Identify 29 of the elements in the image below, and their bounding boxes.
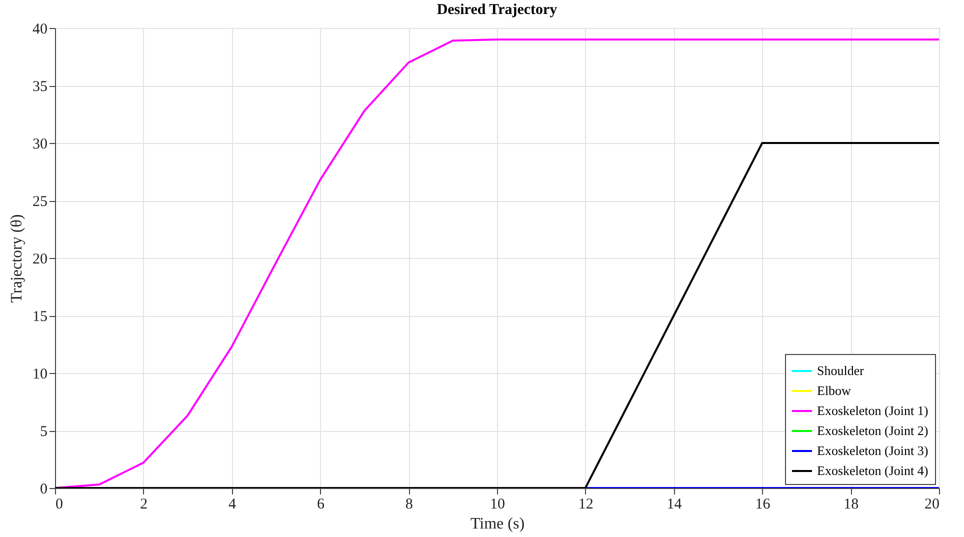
chart-title: Desired Trajectory xyxy=(436,2,558,18)
legend-label: Elbow xyxy=(817,383,852,398)
x-axis-title: Time (s) xyxy=(470,516,525,532)
x-tick-label: 6 xyxy=(316,496,325,512)
x-tick-label: 16 xyxy=(755,496,771,512)
x-tick-label: 4 xyxy=(228,496,237,512)
y-tick-label: 0 xyxy=(40,482,48,498)
x-tick-label: 8 xyxy=(405,496,413,512)
y-tick-label: 10 xyxy=(32,366,48,382)
legend-label: Exoskeleton (Joint 4) xyxy=(817,463,928,478)
x-tick-label: 12 xyxy=(578,496,594,512)
y-tick-label: 5 xyxy=(40,424,48,440)
x-tick-label: 10 xyxy=(490,496,505,512)
x-tick-label: 2 xyxy=(140,496,148,512)
y-tick-label: 20 xyxy=(32,252,48,268)
x-tick-label: 18 xyxy=(844,496,859,512)
y-tick-label: 15 xyxy=(32,309,48,325)
y-tick-label: 40 xyxy=(32,22,48,38)
y-tick-label: 25 xyxy=(32,194,48,210)
y-axis-title: Trajectory (θ) xyxy=(8,214,26,303)
y-tick-label: 35 xyxy=(32,79,48,95)
legend-label: Exoskeleton (Joint 1) xyxy=(817,403,928,418)
legend-label: Shoulder xyxy=(817,363,865,378)
legend-label: Exoskeleton (Joint 3) xyxy=(817,443,928,458)
y-tick-label: 30 xyxy=(32,136,48,152)
x-tick-label: 20 xyxy=(924,496,940,512)
x-tick-label: 14 xyxy=(666,496,682,512)
legend-label: Exoskeleton (Joint 2) xyxy=(817,423,928,438)
x-tick-label: 0 xyxy=(56,496,63,512)
